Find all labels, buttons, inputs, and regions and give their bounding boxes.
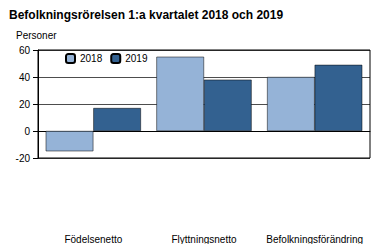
svg-text:Födelsenetto: Födelsenetto (64, 234, 122, 244)
svg-text:40: 40 (19, 72, 31, 83)
svg-text:-20: -20 (16, 153, 31, 164)
svg-text:2018: 2018 (80, 53, 103, 64)
svg-text:60: 60 (19, 45, 31, 56)
svg-text:2019: 2019 (125, 53, 148, 64)
svg-text:Flyttningsnetto: Flyttningsnetto (171, 234, 236, 244)
svg-text:Befolkningsförändring: Befolkningsförändring (266, 234, 363, 244)
svg-text:Befolkningsrörelsen 1:a kvarta: Befolkningsrörelsen 1:a kvartalet 2018 o… (9, 8, 283, 22)
svg-text:Personer: Personer (16, 30, 57, 41)
svg-text:0: 0 (24, 126, 30, 137)
svg-text:20: 20 (19, 99, 31, 110)
